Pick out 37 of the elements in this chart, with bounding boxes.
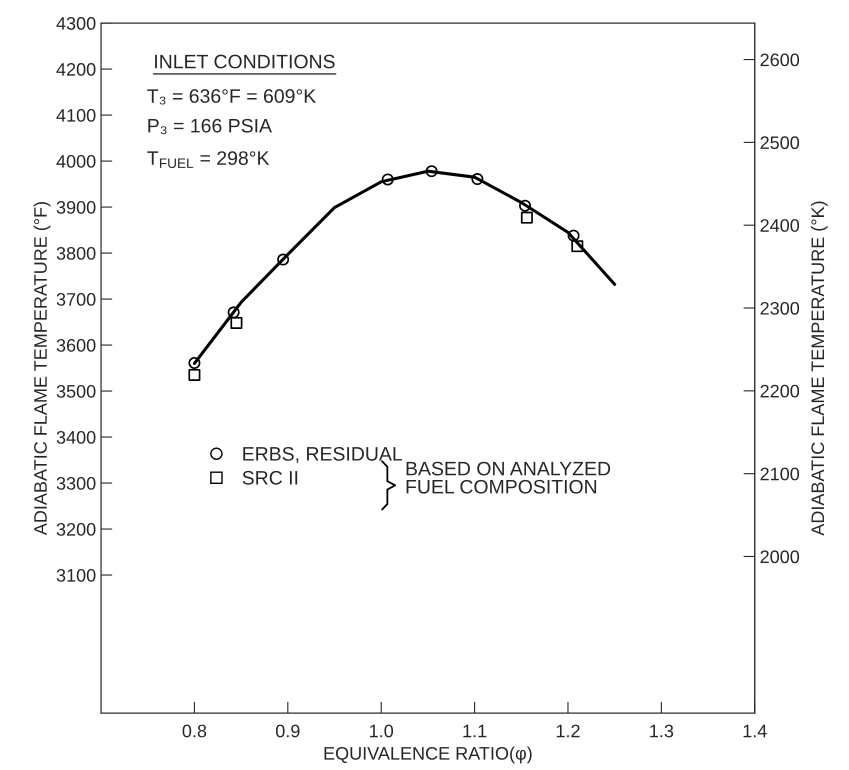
annotation: T$_{FUEL}$ = 298°K <box>147 151 270 168</box>
y-axis-title: ADIABATIC FLAME TEMPERATURE (°F) <box>34 202 50 536</box>
y2-tick-label: 2200 <box>760 384 800 398</box>
y-tick-label: 3500 <box>56 384 96 398</box>
y-tick-label: 4300 <box>56 17 96 30</box>
legend-label: ERBS, RESIDUAL <box>243 446 402 464</box>
y2-tick-label: 2100 <box>760 468 800 480</box>
y2-tick-label: 2600 <box>760 53 800 66</box>
y2-tick-label: 2400 <box>760 219 800 232</box>
legend-label: SRC II <box>242 470 298 485</box>
y-tick-label: 4000 <box>56 155 96 168</box>
y-tick-label: 3200 <box>56 522 96 536</box>
annotation: INLET CONDITIONS <box>155 54 335 68</box>
x-tick-label: 0.8 <box>182 724 206 738</box>
y-tick-label: 3300 <box>56 476 96 490</box>
x-tick-label: 0.9 <box>276 724 300 738</box>
x-tick-label: 1.0 <box>370 724 394 738</box>
x-tick-label: 1.2 <box>556 724 580 738</box>
annotation: BASED ON ANALYZED FUEL COMPOSITION <box>406 462 610 494</box>
x-tick-label: 1.3 <box>650 724 674 738</box>
y-tick-label: 3400 <box>56 430 96 444</box>
y-tick-label: 3700 <box>56 293 96 306</box>
y2-tick-label: 2500 <box>760 136 800 150</box>
annotation: P₃ = 166 PSIA <box>148 118 272 134</box>
y-tick-label: 4100 <box>56 109 96 122</box>
x-tick-label: 1.1 <box>463 724 486 738</box>
y-tick-label: 4200 <box>56 63 96 76</box>
x-tick-label: 1.4 <box>744 724 767 738</box>
x-axis-title: EQUIVALENCE RATIO(φ) <box>324 746 532 764</box>
y-tick-label: 3900 <box>56 201 96 214</box>
y2-tick-label: 2300 <box>760 302 800 315</box>
y-tick-label: 3100 <box>56 568 96 582</box>
y-tick-label: 3800 <box>56 247 96 260</box>
y-tick-label: 3600 <box>56 338 96 352</box>
annotation: T₃ = 636°F = 609°K <box>147 89 316 104</box>
y2-axis-title: ADIABATIC FLAME TEMPERATURE (°K) <box>810 202 828 536</box>
y2-tick-label: 2000 <box>760 550 800 564</box>
